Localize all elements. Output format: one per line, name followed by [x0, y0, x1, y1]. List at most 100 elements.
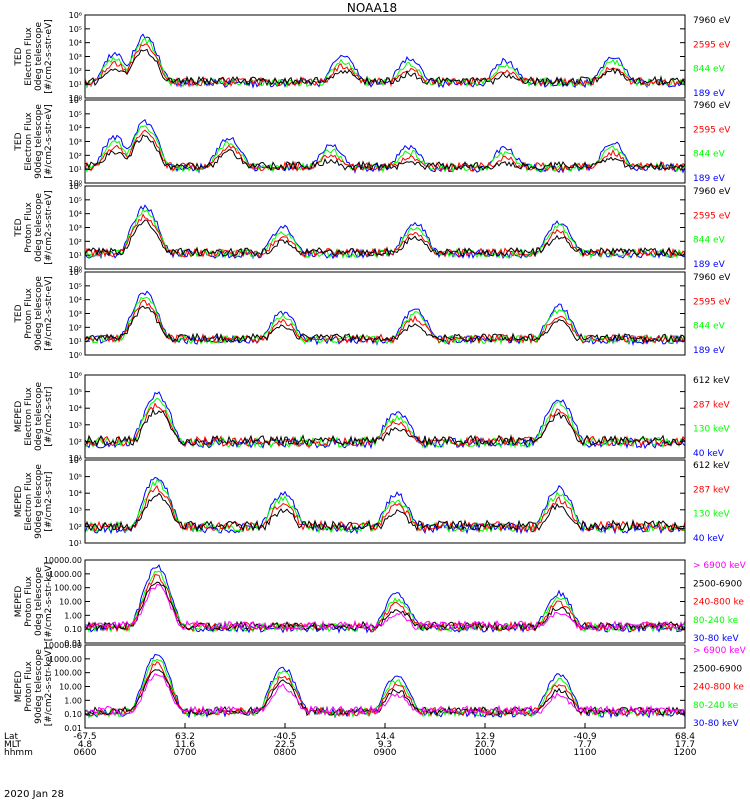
- x-tick-label-mlt: 7.7: [578, 740, 592, 750]
- y-tick-label: 0.01: [64, 724, 82, 733]
- legend-entry: 130 keV: [693, 510, 730, 520]
- y-tick-label: 10⁴: [69, 210, 82, 219]
- y-axis-label-line: TED: [14, 132, 24, 151]
- y-tick-label: 10³: [69, 53, 82, 62]
- y-tick-label: 10²: [69, 323, 82, 332]
- y-axis-label-line: Electron Flux: [24, 27, 34, 86]
- y-axis-label-line: 90deg telescope: [34, 649, 44, 724]
- chart-panel-5: 10¹ 10² 10³ 10⁴ 10⁵ 10⁶ MEPED Electron Flux 0deg…: [14, 371, 730, 463]
- y-axis-label-line: 90deg telescope: [34, 464, 44, 539]
- chart-panel-4: 10⁰ 10¹ 10² 10³ 10⁴ 10⁵ 10⁶ TED Proton Flux 90deg…: [14, 268, 731, 360]
- series-line-7960-ev: [84, 219, 686, 258]
- y-axis-label-line: MEPED: [14, 671, 24, 703]
- series-line-7960-ev: [84, 134, 686, 172]
- y-axis-label-line: 90deg telescope: [34, 104, 44, 179]
- y-tick-label: 10.00: [59, 598, 82, 607]
- y-tick-label: 10⁵: [69, 282, 82, 291]
- y-tick-label: 100.00: [54, 584, 82, 593]
- x-tick-label-lat: -40.5: [273, 732, 296, 742]
- y-tick-label: 10²: [69, 151, 82, 160]
- y-tick-label: 10³: [69, 224, 82, 233]
- y-tick-label: 10⁵: [69, 110, 82, 119]
- y-tick-label: 10⁴: [69, 404, 82, 413]
- x-tick-label-mlt: 20.7: [475, 740, 495, 750]
- y-tick-label: 10⁶: [69, 182, 82, 191]
- x-tick-label-hhmm: 1100: [574, 748, 597, 758]
- series-line-40-kev: [84, 476, 686, 535]
- y-axis-label-line: [#/cm2-s-str-eV]: [44, 276, 54, 351]
- series-line--6900-kev: [84, 673, 686, 716]
- y-tick-label: 10⁶: [69, 456, 82, 465]
- legend-entry: 612 keV: [693, 376, 730, 386]
- legend-entry: > 6900 keV: [693, 561, 747, 571]
- legend-entry: 80-240 ke: [693, 616, 739, 626]
- y-axis-label-line: [#/cm2-s-str-eV]: [44, 19, 54, 94]
- y-tick-label: 10¹: [69, 80, 82, 89]
- legend-entry: 7960 eV: [693, 187, 731, 197]
- y-tick-label: 0.10: [64, 625, 82, 634]
- x-tick-label-hhmm: 0800: [274, 748, 297, 758]
- legend-entry: 240-800 ke: [693, 598, 744, 608]
- legend-entry: 2595 eV: [693, 211, 731, 221]
- chart-panel-6: 10¹ 10² 10³ 10⁴ 10⁵ 10⁶ MEPED Electron Flux 90de…: [14, 456, 730, 548]
- legend-entry: 7960 eV: [693, 101, 731, 111]
- y-tick-label: 10²: [69, 437, 82, 446]
- y-axis-label-line: 0deg telescope: [34, 193, 44, 263]
- x-axis-row-label: Lat: [4, 732, 19, 742]
- y-axis-label-line: [#/cm2-s-str-eV]: [44, 190, 54, 265]
- y-axis-label-line: Proton Flux: [24, 576, 34, 627]
- series-line-2595-ev: [84, 299, 686, 345]
- legend-entry: 30-80 keV: [693, 634, 739, 644]
- y-axis-label-line: Proton Flux: [24, 661, 34, 712]
- y-tick-label: 10⁶: [69, 11, 82, 20]
- series-line-2595-ev: [84, 213, 686, 259]
- x-tick-label-hhmm: 1200: [674, 748, 697, 758]
- series-line-2595-ev: [84, 43, 686, 88]
- x-tick-label-hhmm: 0900: [374, 748, 397, 758]
- y-axis-label-line: TED: [14, 47, 24, 66]
- y-tick-label: 10⁴: [69, 39, 82, 48]
- series-line-612-kev: [84, 492, 686, 533]
- legend-entry: 189 eV: [693, 89, 726, 99]
- y-tick-label: 10⁰: [69, 265, 82, 274]
- y-tick-label: 10000.00: [44, 641, 82, 650]
- panel-frame: [84, 14, 686, 99]
- y-axis-label-line: MEPED: [14, 586, 24, 618]
- y-axis-label-line: Electron Flux: [24, 472, 34, 531]
- y-axis-label-line: 0deg telescope: [34, 567, 44, 637]
- x-tick-label-lat: -40.9: [573, 732, 597, 742]
- legend-entry: 287 keV: [693, 485, 730, 495]
- series-line-80-240-ke: [84, 570, 686, 633]
- y-tick-label: 10⁴: [69, 489, 82, 498]
- y-axis-label-line: [#/cm2-s-str]: [44, 471, 54, 531]
- legend-entry: 130 keV: [693, 425, 730, 435]
- x-axis-row-label: hhmm: [4, 748, 33, 758]
- legend-entry: 7960 eV: [693, 273, 731, 283]
- y-tick-label: 0.01: [64, 639, 82, 648]
- y-tick-label: 10³: [69, 310, 82, 319]
- legend-entry: 844 eV: [693, 322, 726, 332]
- legend-entry: 2595 eV: [693, 40, 731, 50]
- x-tick-label-mlt: 4.8: [78, 740, 93, 750]
- chart-panel-7: 0.01 0.10 1.00 10.00 100.00 1000.00 10000.00 ME…: [14, 556, 747, 648]
- y-tick-label: 10⁴: [69, 296, 82, 305]
- chart-panel-3: 10⁰ 10¹ 10² 10³ 10⁴ 10⁵ 10⁶ TED Proton Flux 0deg …: [14, 182, 731, 274]
- y-axis-label-line: [#/cm2-s-str-eV]: [44, 104, 54, 179]
- y-tick-label: 10⁵: [69, 25, 82, 34]
- y-tick-label: 10⁰: [69, 179, 82, 188]
- legend-entry: 40 keV: [693, 534, 725, 544]
- y-tick-label: 1.00: [64, 696, 82, 705]
- y-axis-label-line: [#/cm2-s-str-keV]: [44, 647, 54, 726]
- x-tick-label-lat: -67.5: [73, 732, 96, 742]
- x-tick-label-lat: 63.2: [175, 732, 195, 742]
- legend-entry: 844 eV: [693, 150, 726, 160]
- y-axis-label-line: 0deg telescope: [34, 382, 44, 452]
- panel-frame: [84, 185, 686, 270]
- y-axis-label-line: 90deg telescope: [34, 276, 44, 351]
- y-tick-label: 10¹: [69, 337, 82, 346]
- x-tick-label-lat: 14.4: [375, 732, 395, 742]
- series-line-240-800-ke: [84, 574, 686, 633]
- legend-entry: 287 keV: [693, 400, 730, 410]
- y-tick-label: 10¹: [69, 539, 82, 548]
- legend-entry: 40 keV: [693, 449, 725, 459]
